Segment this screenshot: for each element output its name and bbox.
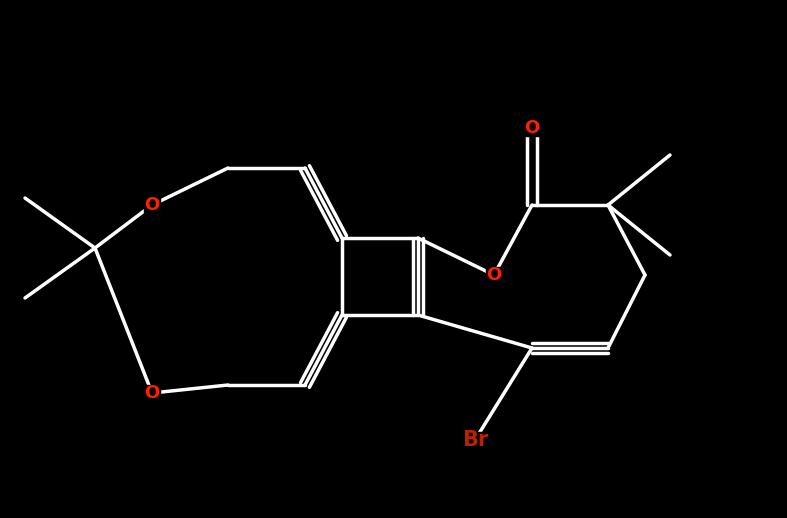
Bar xyxy=(524,120,540,136)
Text: O: O xyxy=(144,196,160,214)
Text: O: O xyxy=(486,266,501,284)
Text: O: O xyxy=(524,119,540,137)
Bar xyxy=(144,385,160,401)
Bar xyxy=(464,432,486,448)
Text: O: O xyxy=(144,384,160,402)
Bar xyxy=(144,197,160,213)
Text: Br: Br xyxy=(462,430,488,450)
Bar xyxy=(486,267,502,283)
